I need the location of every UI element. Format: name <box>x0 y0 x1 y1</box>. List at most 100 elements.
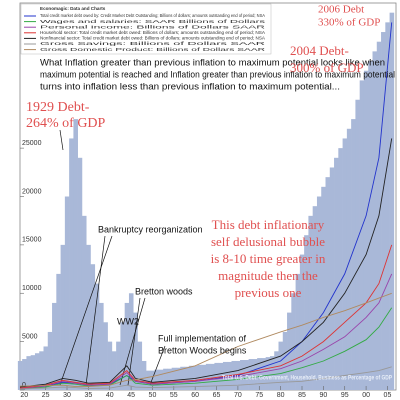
annotation: This debt inflationary <box>212 217 325 232</box>
x-tick-label: 70 <box>234 392 242 399</box>
x-tick-label: 50 <box>149 392 157 399</box>
bar <box>146 370 151 390</box>
bar <box>116 341 121 390</box>
legend-box <box>20 3 272 55</box>
x-tick-label: 30 <box>63 392 71 399</box>
bar <box>188 365 194 390</box>
legend-label: Gross Savings: Billions of Dollars SAAR <box>40 41 267 46</box>
bar <box>175 367 181 390</box>
annotation: maximum potential is reached and Inflati… <box>40 69 395 79</box>
y-tick-label: 15000 <box>22 237 42 244</box>
bar <box>167 368 172 390</box>
bar <box>334 157 339 390</box>
annotation: WW2 <box>117 316 139 326</box>
bar <box>73 119 78 390</box>
x-tick-label: 25 <box>42 392 50 399</box>
bar <box>385 22 390 390</box>
legend-label: Personal income: Billions of Dollars SAA… <box>40 24 267 29</box>
legend-title: Economagic: Data and Charts <box>40 6 106 11</box>
bar <box>381 32 386 391</box>
legend: Economagic: Data and Charts Total credit … <box>20 3 272 55</box>
bar <box>338 148 343 390</box>
bar <box>201 364 207 390</box>
annotation: previous one <box>235 285 302 300</box>
legend-label: Nonfinancial sector: Total credit market… <box>40 36 266 41</box>
annotation: 300% of GDP <box>290 60 364 75</box>
x-tick-label: 85 <box>298 392 306 399</box>
bar <box>210 363 215 390</box>
bar <box>180 366 185 390</box>
bar <box>17 360 23 390</box>
bar <box>257 358 262 390</box>
bar <box>291 293 296 390</box>
bar <box>47 331 53 390</box>
bar <box>304 235 309 390</box>
bar <box>325 177 331 390</box>
bar <box>107 341 113 390</box>
bar <box>274 351 279 390</box>
line-series <box>19 292 392 388</box>
bar <box>346 128 352 390</box>
bar <box>103 322 108 390</box>
bar <box>269 356 275 390</box>
bar <box>184 366 190 390</box>
bar <box>43 346 49 390</box>
bar <box>214 362 219 390</box>
annotation: Bankruptcy reorganization <box>98 224 203 234</box>
line-series <box>19 366 392 390</box>
bar <box>171 367 177 390</box>
x-tick-label: 05 <box>384 392 392 399</box>
bar <box>26 356 31 390</box>
legend-label: Household sector: Total credit market de… <box>40 30 266 35</box>
bar-series <box>17 12 395 391</box>
bar <box>205 363 211 390</box>
bar <box>252 359 258 390</box>
bar <box>308 215 313 390</box>
x-tick-label: 55 <box>170 392 178 399</box>
bar <box>56 273 61 390</box>
bar <box>34 353 40 390</box>
bar <box>22 359 27 390</box>
bar <box>60 244 66 390</box>
x-tick-label: 60 <box>191 392 199 399</box>
bar <box>30 355 36 390</box>
annotation: 2006 Debt <box>318 4 364 16</box>
bar <box>124 302 130 390</box>
x-tick-label: 90 <box>319 392 327 399</box>
pointer <box>119 297 146 386</box>
line-series <box>19 307 393 390</box>
bar <box>261 358 266 390</box>
annotation: 1929 Debt- <box>26 100 90 115</box>
bar <box>355 99 360 390</box>
x-tick-label: 20 <box>20 392 28 399</box>
bar <box>111 351 117 390</box>
bar <box>329 167 335 390</box>
bar <box>86 244 91 390</box>
bar <box>69 138 74 390</box>
y-tick-label: 5000 <box>22 333 38 340</box>
annotation: is 8-10 time greater in <box>211 251 326 266</box>
x-tick-label: 75 <box>255 392 263 399</box>
bar <box>158 369 164 390</box>
bar <box>363 70 369 390</box>
bar <box>77 157 83 390</box>
bar <box>128 293 134 390</box>
bar <box>368 61 373 391</box>
legend-label: Total credit market debt owed by: Credit… <box>40 13 266 18</box>
x-tick-label: 00 <box>362 392 370 399</box>
line-series <box>19 244 393 389</box>
bar <box>81 215 87 390</box>
bar <box>120 322 125 390</box>
legend-label: Wages and salaries: SAAR Billions of Dol… <box>40 19 267 24</box>
bar <box>316 196 322 390</box>
bar-series-name: Total U.S. Debt: Government, Household, … <box>222 375 392 382</box>
x-tick-label: 35 <box>84 392 92 399</box>
bar <box>154 369 160 390</box>
pointer <box>149 345 166 386</box>
bar <box>137 341 143 390</box>
annotation: magnitude then the <box>218 268 318 283</box>
bar <box>133 312 138 390</box>
x-tick-label: 80 <box>277 392 285 399</box>
bar <box>141 360 147 390</box>
